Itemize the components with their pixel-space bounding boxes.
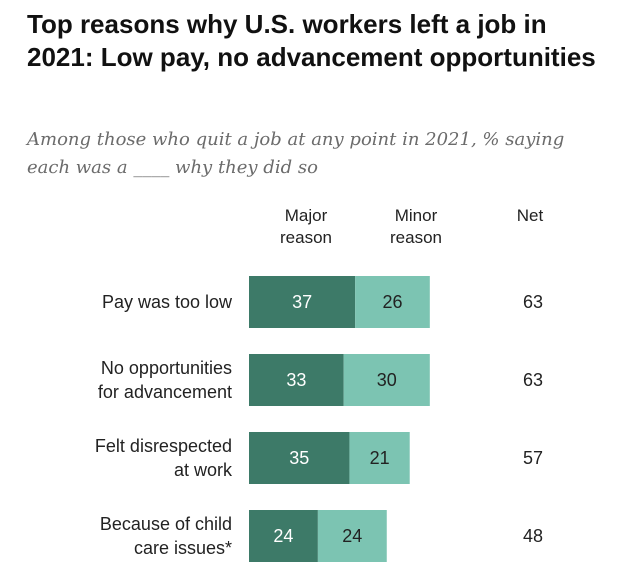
net-value: 57 bbox=[523, 448, 543, 468]
category-label: Because of child bbox=[100, 514, 232, 534]
bar-minor-reason bbox=[317, 510, 387, 562]
bar-value-label: 24 bbox=[342, 526, 362, 546]
bar-value-label: 35 bbox=[289, 448, 309, 468]
bar-value-label: 30 bbox=[377, 370, 397, 390]
category-label: care issues* bbox=[134, 538, 232, 558]
bar-major-reason bbox=[249, 432, 350, 484]
bar-major-reason bbox=[249, 510, 318, 562]
category-label: for advancement bbox=[98, 382, 232, 402]
category-label: at work bbox=[174, 460, 233, 480]
header-minor-reason: Minor reason bbox=[390, 206, 442, 247]
category-label: Felt disrespected bbox=[95, 436, 232, 456]
net-value: 48 bbox=[523, 526, 543, 546]
bar-value-label: 33 bbox=[286, 370, 306, 390]
bar-value-label: 26 bbox=[382, 292, 402, 312]
bar-value-label: 37 bbox=[292, 292, 312, 312]
bar-minor-reason bbox=[343, 354, 430, 406]
bar-minor-reason bbox=[355, 276, 430, 328]
bar-major-reason bbox=[249, 354, 344, 406]
header-major-reason: Major reason bbox=[280, 206, 332, 247]
category-label: No opportunities bbox=[101, 358, 232, 378]
header-net: Net bbox=[516, 206, 544, 225]
bar-major-reason bbox=[249, 276, 356, 328]
chart-title: Top reasons why U.S. workers left a job … bbox=[27, 9, 596, 72]
bar-value-label: 21 bbox=[370, 448, 390, 468]
net-value: 63 bbox=[523, 292, 543, 312]
chart-subtitle: Among those who quit a job at any point … bbox=[27, 129, 565, 178]
net-value: 63 bbox=[523, 370, 543, 390]
bar-value-label: 24 bbox=[273, 526, 293, 546]
bar-minor-reason bbox=[349, 432, 410, 484]
category-label: Pay was too low bbox=[102, 292, 233, 312]
